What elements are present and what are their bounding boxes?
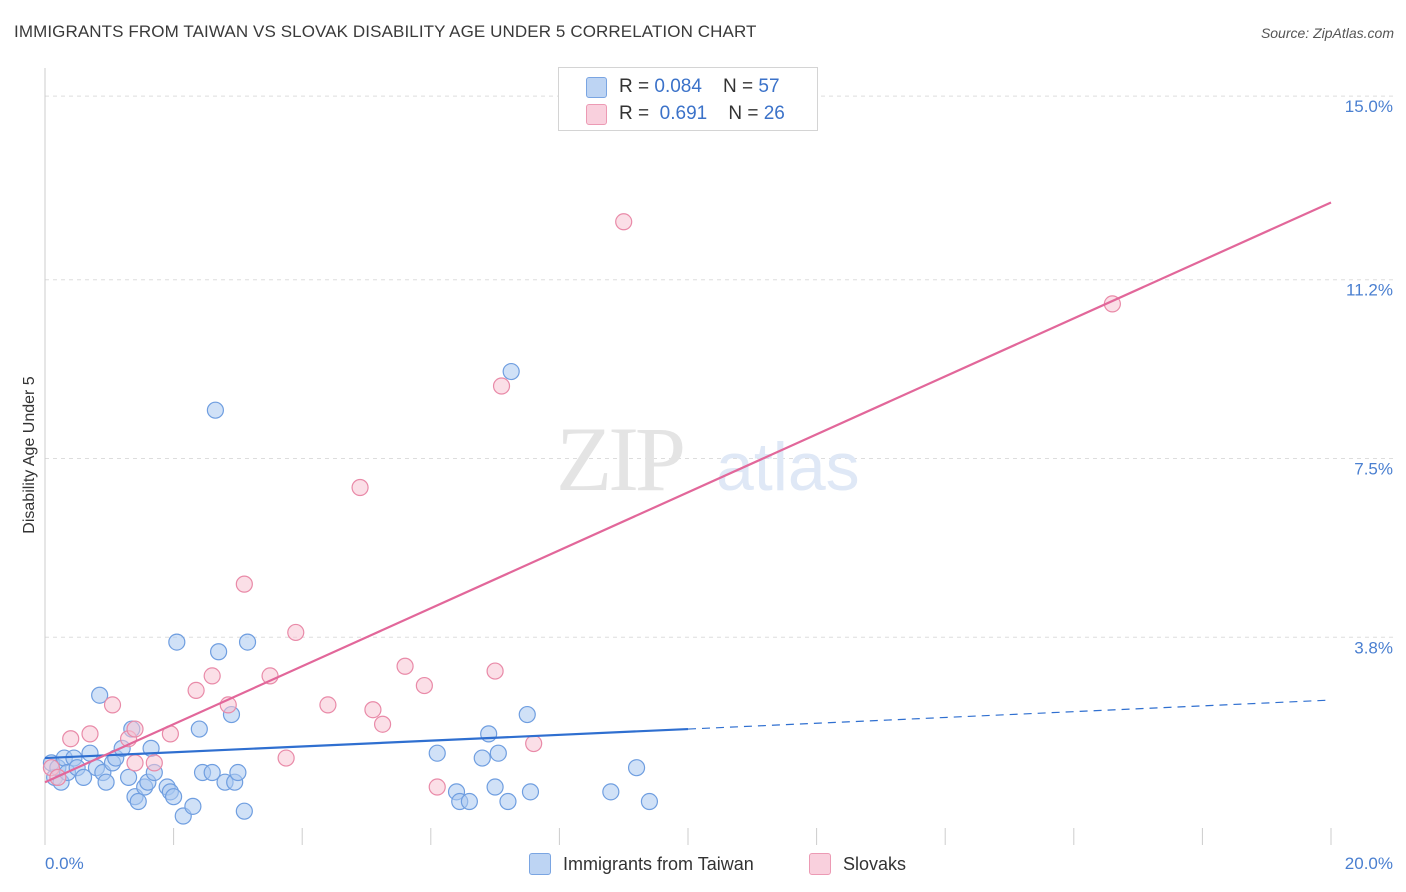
slovak-point xyxy=(62,730,80,748)
slovak-point xyxy=(396,657,414,675)
taiwan-point xyxy=(229,763,247,782)
watermark-zip: ZIP xyxy=(556,408,683,510)
slovak-point xyxy=(81,725,99,743)
y-axis-label: Disability Age Under 5 xyxy=(21,376,38,534)
bottom-legend-swatch-taiwan xyxy=(529,853,551,875)
tick-labels: 3.8% 7.5% 11.2% 15.0% 0.0% 20.0% xyxy=(45,97,1393,873)
slovak-point xyxy=(103,696,122,714)
legend-row-slovaks: R = 0.691 N = 26 xyxy=(586,102,785,126)
taiwan-trend-extension xyxy=(687,699,1332,730)
taiwan-point xyxy=(97,773,115,791)
taiwan-point xyxy=(184,797,202,815)
taiwan-trend-line xyxy=(44,727,689,760)
taiwan-point xyxy=(480,725,498,743)
legend-swatch-taiwan xyxy=(586,76,607,98)
taiwan-point xyxy=(190,720,208,738)
y-tick-label: 7.5% xyxy=(1354,460,1393,479)
taiwan-point xyxy=(235,802,253,820)
taiwan-point xyxy=(238,633,257,651)
slovak-point xyxy=(373,715,392,733)
legend-r-value: 0.084 xyxy=(654,76,702,97)
legend-swatch-slovaks xyxy=(586,103,607,125)
taiwan-point xyxy=(91,686,109,704)
x-tick-label: 20.0% xyxy=(1345,854,1393,873)
taiwan-point xyxy=(203,763,221,782)
bottom-legend-label-taiwan: Immigrants from Taiwan xyxy=(563,853,754,874)
taiwan-point xyxy=(518,705,536,724)
taiwan-point xyxy=(502,362,520,381)
stats-legend: R = 0.084 N = 57 R = 0.691 N = 26 xyxy=(558,67,818,131)
y-tick-label: 3.8% xyxy=(1354,638,1393,657)
taiwan-point xyxy=(486,778,504,796)
taiwan-point xyxy=(489,744,507,762)
taiwan-point xyxy=(640,792,659,811)
y-tick-label: 11.2% xyxy=(1346,281,1393,300)
taiwan-point xyxy=(206,401,224,419)
slovak-trend-line xyxy=(44,201,1332,784)
legend-n-label: N = xyxy=(723,76,759,97)
source-credit: Source: ZipAtlas.com xyxy=(1260,25,1394,41)
taiwan-point xyxy=(74,768,93,786)
chart-title: IMMIGRANTS FROM TAIWAN VS SLOVAK DISABIL… xyxy=(14,22,757,41)
taiwan-point xyxy=(165,788,183,806)
slovak-point xyxy=(319,696,337,714)
watermark: ZIP atlas xyxy=(556,408,860,510)
slovak-point xyxy=(187,681,205,700)
bottom-legend-label-slovaks: Slovaks xyxy=(843,853,907,874)
taiwan-point xyxy=(602,783,620,801)
slovak-point xyxy=(287,623,305,642)
legend-r-label: R = xyxy=(619,76,655,97)
y-tick-label: 15.0% xyxy=(1345,97,1393,116)
taiwan-point xyxy=(460,792,478,811)
slovak-point xyxy=(428,778,446,796)
slovak-point xyxy=(203,667,221,685)
slovak-point xyxy=(277,749,295,767)
slovak-point xyxy=(415,676,433,695)
taiwan-point xyxy=(627,759,646,777)
slovak-point xyxy=(486,662,504,680)
taiwan-point xyxy=(499,792,517,811)
watermark-atlas: atlas xyxy=(716,429,860,505)
slovak-point xyxy=(235,575,253,593)
slovak-point xyxy=(364,701,382,719)
legend-n-value: 26 xyxy=(763,103,785,124)
taiwan-point xyxy=(168,633,186,651)
legend-r-label: R = xyxy=(619,103,655,124)
legend-n-value: 57 xyxy=(758,76,780,97)
slovak-point xyxy=(492,377,511,395)
legend-row-taiwan: R = 0.084 N = 57 xyxy=(586,75,780,99)
slovak-point xyxy=(351,478,369,497)
taiwan-point xyxy=(473,749,491,767)
taiwan-point xyxy=(119,768,138,786)
taiwan-point xyxy=(521,783,540,801)
slovak-point xyxy=(126,754,144,772)
data-points xyxy=(42,213,1121,825)
slovak-point xyxy=(615,213,633,231)
taiwan-point xyxy=(210,643,228,661)
bottom-legend-taiwan: Immigrants from Taiwan xyxy=(529,851,754,877)
trend-lines xyxy=(44,201,1332,784)
bottom-legend-swatch-slovaks xyxy=(809,853,831,875)
bottom-legend-slovaks: Slovaks xyxy=(809,851,906,877)
x-tick-label: 0.0% xyxy=(45,854,84,873)
legend-n-label: N = xyxy=(728,103,764,124)
legend-r-value: 0.691 xyxy=(654,103,708,124)
taiwan-point xyxy=(129,792,147,811)
taiwan-point xyxy=(428,744,446,762)
slovak-point xyxy=(126,720,144,738)
slovak-point xyxy=(145,754,163,772)
slovak-point xyxy=(525,734,543,753)
